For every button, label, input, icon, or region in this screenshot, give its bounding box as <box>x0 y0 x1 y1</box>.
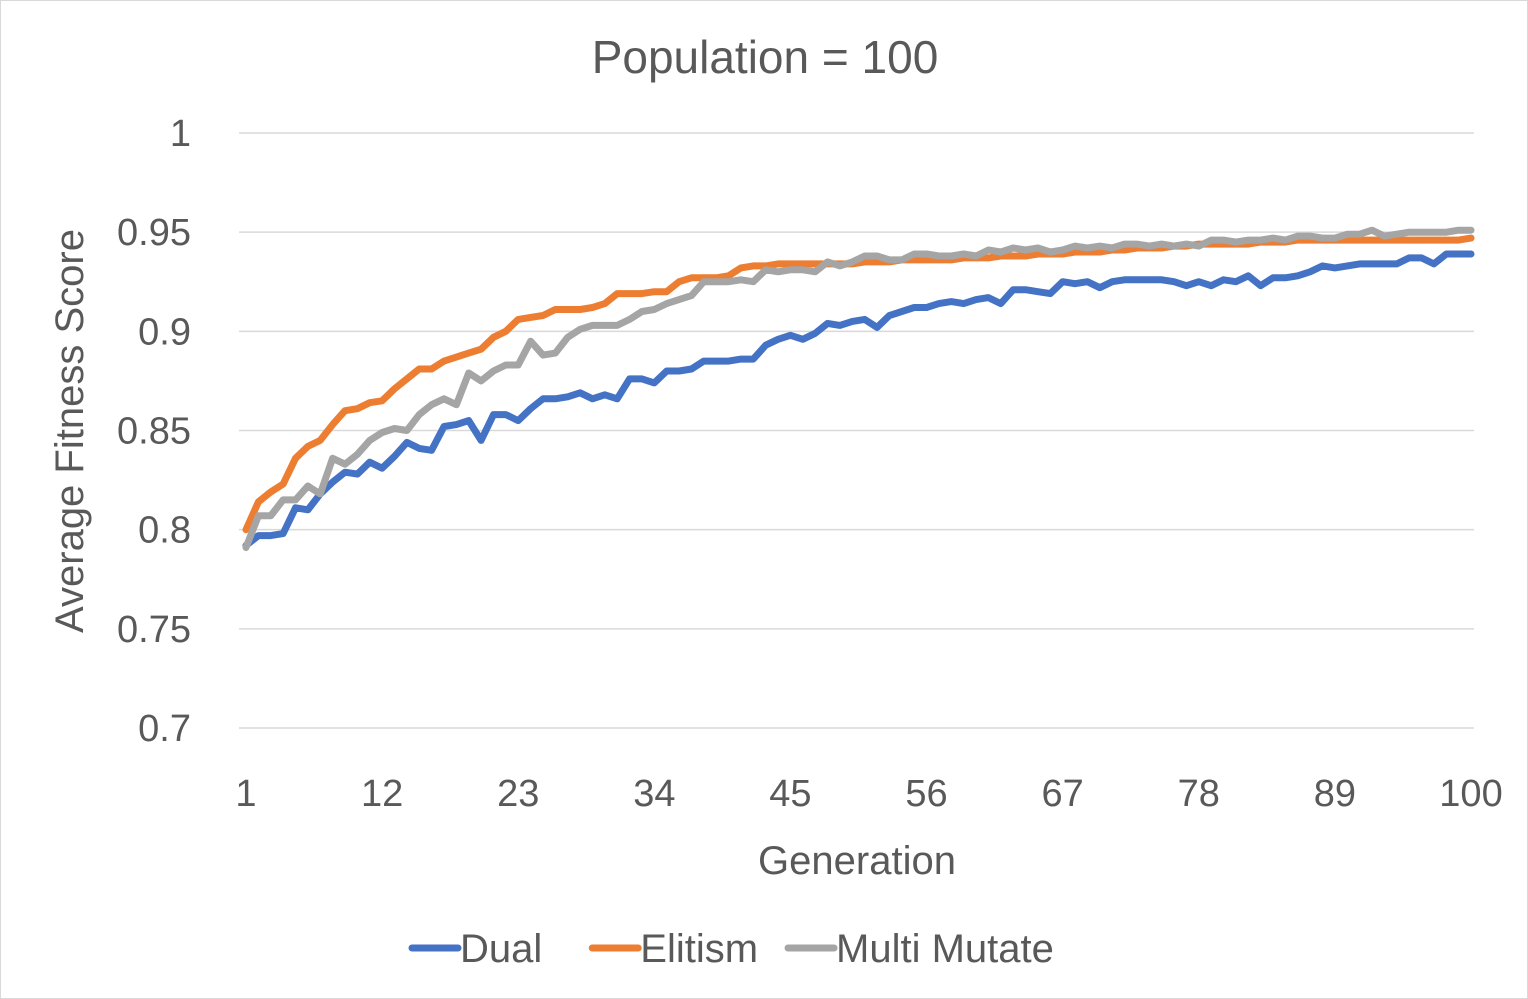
y-tick-label: 0.9 <box>138 311 191 353</box>
y-axis-ticks: 0.7 0.75 0.8 0.85 0.9 0.95 1 <box>117 113 191 750</box>
y-tick-label: 0.8 <box>138 510 191 552</box>
y-tick-label: 1 <box>170 113 191 155</box>
x-tick-label: 56 <box>905 773 947 815</box>
series-line-multi-mutate <box>242 226 1475 551</box>
legend-label-multi-mutate: Multi Mutate <box>836 927 1054 971</box>
x-tick-label: 12 <box>361 773 403 815</box>
x-tick-label: 23 <box>497 773 539 815</box>
y-tick-label: 0.85 <box>117 411 191 453</box>
x-tick-label: 1 <box>235 773 256 815</box>
y-tick-label: 0.7 <box>138 708 191 750</box>
x-tick-label: 78 <box>1178 773 1220 815</box>
y-tick-label: 0.75 <box>117 609 191 651</box>
y-tick-label: 0.95 <box>117 212 191 254</box>
chart-title: Population = 100 <box>592 31 939 83</box>
series-line-elitism <box>242 234 1475 534</box>
legend-label-dual: Dual <box>460 927 542 971</box>
legend-label-elitism: Elitism <box>640 927 758 971</box>
x-tick-label: 89 <box>1314 773 1356 815</box>
gridlines <box>239 132 1474 729</box>
series-line-dual <box>242 250 1475 549</box>
x-tick-label: 34 <box>633 773 675 815</box>
x-tick-label: 100 <box>1439 773 1502 815</box>
x-axis-ticks: 1 12 23 34 45 56 67 78 89 100 <box>235 773 1502 815</box>
x-tick-label: 67 <box>1042 773 1084 815</box>
y-axis-title: Average Fitness Score <box>48 229 92 633</box>
series-lines <box>242 226 1475 551</box>
legend: Dual Elitism Multi Mutate <box>408 927 1054 971</box>
x-tick-label: 45 <box>769 773 811 815</box>
x-axis-title: Generation <box>758 839 956 883</box>
